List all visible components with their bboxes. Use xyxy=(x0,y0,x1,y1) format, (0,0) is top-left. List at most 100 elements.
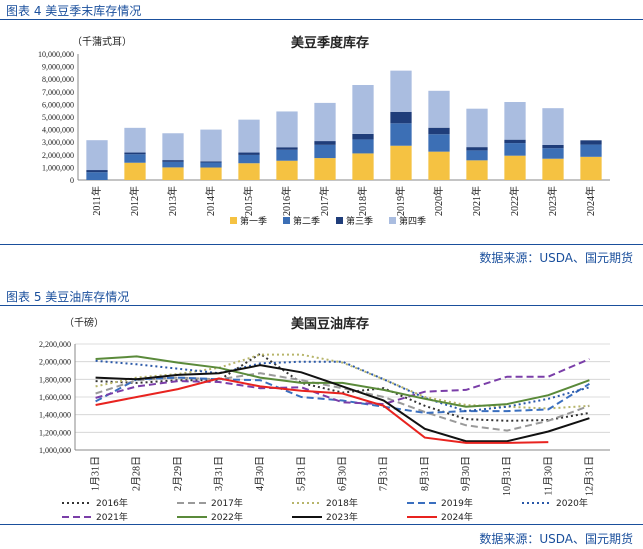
chart1-legend-label: 第三季 xyxy=(346,215,373,227)
chart1-bar-segment xyxy=(200,161,222,163)
chart2-x-tick-label: 6月30日 xyxy=(337,456,349,491)
chart1-bar-segment xyxy=(466,147,488,151)
chart1-bar-segment xyxy=(466,150,488,161)
chart1-bar-segment xyxy=(314,102,336,142)
chart1-bar-segment xyxy=(504,102,526,140)
chart2-x-tick-label: 10月31日 xyxy=(501,456,513,496)
chart1-bar-segment xyxy=(580,144,602,157)
chart2-y-tick-label: 1,800,000 xyxy=(39,375,71,384)
chart1-y-tick-label: 9,000,000 xyxy=(42,63,74,72)
chart2-x-tick-label: 5月31日 xyxy=(295,456,307,491)
chart1-x-tick-label: 2017年 xyxy=(318,186,331,216)
chart2-legend-label: 2020年 xyxy=(556,497,588,509)
chart1-legend-label: 第二季 xyxy=(293,215,320,227)
chart1-bar-segment xyxy=(86,172,108,180)
chart1-bar-segment xyxy=(276,160,298,180)
chart1-bar-segment xyxy=(86,140,108,171)
figure-4-title: 图表 4 美豆季末库存情况 xyxy=(6,4,142,18)
chart1-bar-segment xyxy=(542,148,564,159)
chart1-legend-label: 第四季 xyxy=(399,215,426,227)
chart1-unit: （千蒲式耳） xyxy=(72,35,132,48)
chart2-series-line xyxy=(95,355,590,408)
chart2-series-line xyxy=(95,372,590,432)
chart1-bar-segment xyxy=(352,153,374,180)
chart2-series-line xyxy=(95,358,590,406)
chart2-legend-label: 2021年 xyxy=(96,511,128,523)
chart1-bar-segment xyxy=(428,127,450,135)
figure-4-bottom-rule xyxy=(0,244,643,245)
chart1-bar-segment xyxy=(428,151,450,180)
chart1-bar-segment xyxy=(238,163,260,180)
chart1-bar-segment xyxy=(390,70,412,112)
chart2-x-tick-label: 7月31日 xyxy=(378,456,390,491)
chart2-x-tick-label: 11月30日 xyxy=(542,456,554,496)
chart1-bar-segment xyxy=(200,167,222,180)
soybean-quarterly-stocks-chart: 美豆季度库存 （千蒲式耳） 0 1,000,000 2,000,000 3,000,0… xyxy=(38,35,610,227)
chart1-x-tick-label: 2024年 xyxy=(584,186,597,216)
chart2-legend-label: 2023年 xyxy=(326,511,358,523)
chart1-bar-segment xyxy=(162,167,184,180)
figure-5-top-rule xyxy=(0,305,643,306)
chart1-bar-segment xyxy=(428,134,450,152)
chart1-bar-segment xyxy=(580,156,602,180)
chart1-y-tick-label: 6,000,000 xyxy=(42,100,74,109)
chart1-bar-segment xyxy=(276,111,298,148)
chart1-y-tick-label: 2,000,000 xyxy=(42,151,74,160)
chart1-bar-segment xyxy=(504,143,526,156)
chart2-y-tick-label: 1,400,000 xyxy=(39,411,71,420)
chart2-series-line xyxy=(95,353,590,410)
chart1-bar-segment xyxy=(200,162,222,168)
chart1-bar-segment xyxy=(124,152,146,155)
chart1-bar-segment xyxy=(390,123,412,146)
chart1-y-tick-label: 10,000,000 xyxy=(38,50,74,59)
figure-5-source: 数据来源：USDA、国元期货 xyxy=(479,532,633,546)
chart1-x-tick-label: 2011年 xyxy=(90,186,103,216)
chart1-bar-segment xyxy=(238,119,260,153)
chart2-y-tick-label: 2,000,000 xyxy=(39,358,71,367)
chart1-bar-segment xyxy=(580,140,602,145)
chart1-bar-segment xyxy=(200,129,222,162)
chart1-bar-segment xyxy=(86,170,108,173)
chart1-bar-segment xyxy=(276,149,298,161)
chart2-x-tick-label: 2月29日 xyxy=(172,456,184,491)
chart1-bar-segment xyxy=(238,154,260,164)
chart1-bar-segment xyxy=(162,160,184,162)
chart1-bar-segment xyxy=(276,147,298,150)
chart1-bar-segment xyxy=(352,84,374,134)
chart1-bar-segment xyxy=(124,154,146,163)
chart1-bar-segment xyxy=(314,144,336,159)
chart2-y-tick-label: 1,200,000 xyxy=(39,428,71,437)
chart2-x-tick-label: 1月31日 xyxy=(90,456,102,491)
chart1-bar-segment xyxy=(428,90,450,128)
chart2-legend-label: 2016年 xyxy=(96,497,128,509)
chart2-legend-label: 2022年 xyxy=(211,511,243,523)
chart2-legend-label: 2018年 xyxy=(326,497,358,509)
chart1-y-tick-label: 0 xyxy=(70,176,74,185)
chart1-y-tick-label: 5,000,000 xyxy=(42,113,74,122)
chart1-y-tick-label: 4,000,000 xyxy=(42,126,74,135)
chart1-bar-segment xyxy=(542,144,564,149)
chart2-y-tick-label: 1,600,000 xyxy=(39,393,71,402)
chart1-legend-swatch xyxy=(283,217,290,224)
chart2-x-tick-label: 9月30日 xyxy=(460,456,472,491)
soybean-oil-stocks-chart: 美国豆油库存 （千磅） 1,000,000 1,200,000 1,400,000 1… xyxy=(39,316,610,523)
chart1-x-tick-label: 2022年 xyxy=(508,186,521,216)
chart1-y-tick-label: 3,000,000 xyxy=(42,138,74,147)
chart1-bar-segment xyxy=(162,133,184,161)
chart1-bar-segment xyxy=(390,145,412,180)
chart2-legend-label: 2017年 xyxy=(211,497,243,509)
chart1-x-tick-label: 2014年 xyxy=(204,186,217,216)
chart2-y-tick-label: 2,200,000 xyxy=(39,340,71,349)
chart1-legend-swatch xyxy=(230,217,237,224)
chart1-y-tick-label: 8,000,000 xyxy=(42,75,74,84)
chart1-title: 美豆季度库存 xyxy=(291,35,369,51)
chart1-y-tick-label: 1,000,000 xyxy=(42,163,74,172)
chart1-x-tick-label: 2023年 xyxy=(546,186,559,216)
chart1-x-tick-label: 2020年 xyxy=(432,186,445,216)
chart2-x-tick-label: 8月31日 xyxy=(419,456,431,491)
chart1-legend-label: 第一季 xyxy=(240,215,267,227)
chart2-x-tick-label: 3月31日 xyxy=(213,456,225,491)
figure-5-bottom-rule xyxy=(0,524,643,525)
chart1-bar-segment xyxy=(542,158,564,180)
chart2-series-line xyxy=(95,377,549,444)
